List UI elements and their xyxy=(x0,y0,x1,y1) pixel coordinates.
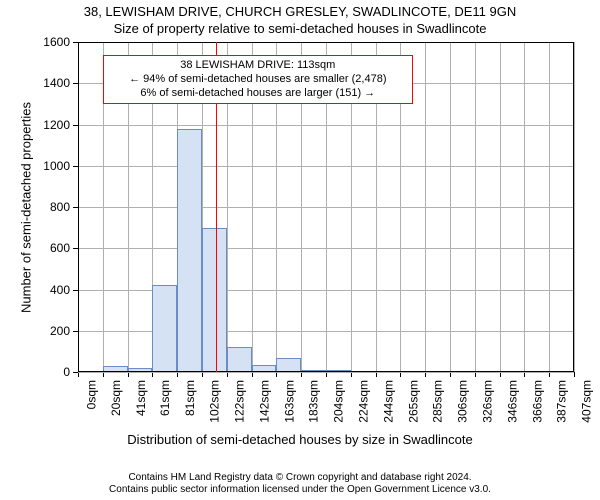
chart-container: 38, LEWISHAM DRIVE, CHURCH GRESLEY, SWAD… xyxy=(0,0,600,500)
y-tick-label: 800 xyxy=(30,200,70,214)
title-line1: 38, LEWISHAM DRIVE, CHURCH GRESLEY, SWAD… xyxy=(0,4,600,21)
annotation-box: 38 LEWISHAM DRIVE: 113sqm← 94% of semi-d… xyxy=(103,55,413,104)
caption-line2: Contains public sector information licen… xyxy=(0,484,600,496)
caption: Contains HM Land Registry data © Crown c… xyxy=(0,472,600,496)
x-tick-label: 41sqm xyxy=(122,380,134,430)
x-tick-label: 285sqm xyxy=(419,380,431,430)
y-axis-line xyxy=(78,42,79,372)
caption-line1: Contains HM Land Registry data © Crown c… xyxy=(0,472,600,484)
x-tick-label: 244sqm xyxy=(370,380,382,430)
x-tick-label: 102sqm xyxy=(196,380,208,430)
x-tick-label: 407sqm xyxy=(568,380,580,430)
grid-line-h xyxy=(78,207,574,208)
x-tick-label: 306sqm xyxy=(444,380,456,430)
y-tick-label: 200 xyxy=(30,324,70,338)
histogram-bar xyxy=(152,285,177,372)
plot-area: 0sqm20sqm41sqm61sqm81sqm102sqm122sqm142s… xyxy=(78,42,574,372)
x-tick-label: 142sqm xyxy=(246,380,258,430)
right-axis-line xyxy=(573,42,574,372)
annotation-line2: ← 94% of semi-detached houses are smalle… xyxy=(110,73,406,87)
histogram-bar xyxy=(177,129,202,372)
y-tick-label: 0 xyxy=(30,365,70,379)
x-tick-label: 346sqm xyxy=(494,380,506,430)
y-tick-label: 1600 xyxy=(30,35,70,49)
grid-line-h xyxy=(78,248,574,249)
title-line2: Size of property relative to semi-detach… xyxy=(0,21,600,38)
top-axis-line xyxy=(78,42,574,43)
annotation-line1: 38 LEWISHAM DRIVE: 113sqm xyxy=(110,59,406,73)
x-tick-mark xyxy=(574,372,575,377)
grid-line-h xyxy=(78,372,574,373)
x-axis-line xyxy=(78,371,574,372)
x-tick-label: 183sqm xyxy=(295,380,307,430)
y-tick-label: 1000 xyxy=(30,159,70,173)
y-tick-label: 1400 xyxy=(30,76,70,90)
x-tick-label: 0sqm xyxy=(72,380,84,430)
grid-line-h xyxy=(78,166,574,167)
histogram-bar xyxy=(227,347,252,372)
x-tick-label: 61sqm xyxy=(146,380,158,430)
histogram-bar xyxy=(276,358,301,372)
x-tick-label: 366sqm xyxy=(518,380,530,430)
x-tick-label: 122sqm xyxy=(221,380,233,430)
grid-line-v xyxy=(574,42,575,372)
y-tick-label: 1200 xyxy=(30,118,70,132)
x-tick-label: 20sqm xyxy=(97,380,109,430)
x-tick-label: 204sqm xyxy=(320,380,332,430)
x-tick-label: 387sqm xyxy=(543,380,555,430)
y-tick-label: 400 xyxy=(30,283,70,297)
x-tick-label: 163sqm xyxy=(270,380,282,430)
annotation-line3: 6% of semi-detached houses are larger (1… xyxy=(110,87,406,101)
x-tick-label: 265sqm xyxy=(394,380,406,430)
title-block: 38, LEWISHAM DRIVE, CHURCH GRESLEY, SWAD… xyxy=(0,4,600,38)
grid-line-h xyxy=(78,125,574,126)
x-tick-label: 326sqm xyxy=(469,380,481,430)
histogram-bar xyxy=(202,228,227,372)
x-tick-label: 81sqm xyxy=(171,380,183,430)
y-tick-label: 600 xyxy=(30,241,70,255)
y-tick-mark xyxy=(73,372,78,373)
x-tick-label: 224sqm xyxy=(345,380,357,430)
x-axis-label: Distribution of semi-detached houses by … xyxy=(0,432,600,447)
